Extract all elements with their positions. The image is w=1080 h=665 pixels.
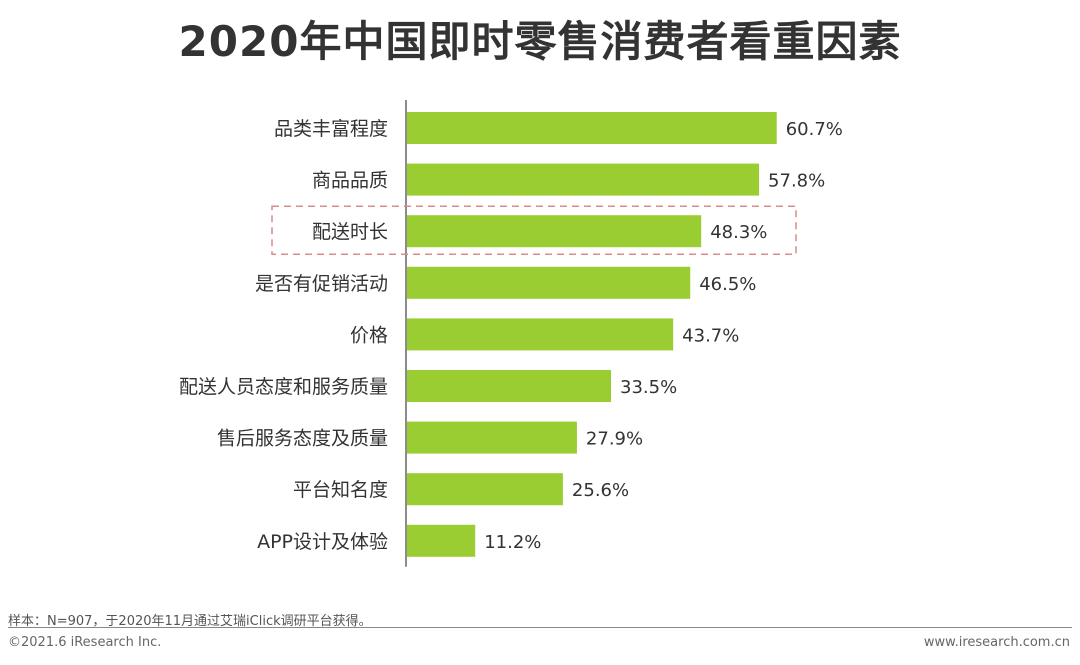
category-label: 平台知名度: [293, 479, 388, 501]
category-label: 价格: [350, 324, 388, 346]
value-label: 48.3%: [710, 222, 767, 243]
value-label: 57.8%: [768, 171, 825, 192]
value-label: 25.6%: [572, 480, 629, 501]
category-label: 是否有促销活动: [255, 273, 388, 295]
category-label: 商品品质: [312, 170, 388, 192]
sample-footnote: 样本：N=907，于2020年11月通过艾瑞iClick调研平台获得。: [8, 614, 372, 629]
value-label: 33.5%: [620, 377, 677, 398]
footer-divider: [8, 627, 1072, 628]
value-label: 43.7%: [682, 325, 739, 346]
value-label: 27.9%: [586, 429, 643, 450]
value-label: 11.2%: [484, 532, 541, 553]
category-label: 品类丰富程度: [274, 118, 388, 140]
bar: [407, 370, 612, 402]
copyright-text: ©2021.6 iResearch Inc.: [8, 635, 162, 650]
bar-chart: 品类丰富程度 60.7% 商品品质 57.8% 配送时长 48.3% 是否有促销活动 46.5…: [179, 100, 843, 567]
value-label: 60.7%: [786, 119, 843, 140]
bar: [407, 163, 760, 196]
bar: [407, 266, 691, 299]
chart-title: 2020年中国即时零售消费者看重因素: [178, 17, 902, 66]
category-label: 售后服务态度及质量: [217, 428, 388, 450]
website-link[interactable]: www.iresearch.com.cn: [923, 635, 1070, 650]
bar: [407, 112, 777, 144]
highlight-box: [271, 205, 797, 255]
bar: [407, 421, 577, 454]
category-label: APP设计及体验: [257, 531, 388, 553]
category-label: 配送人员态度和服务质量: [179, 376, 388, 398]
bar: [407, 473, 563, 506]
bar: [407, 318, 674, 351]
value-label: 46.5%: [699, 274, 756, 295]
bar: [407, 215, 702, 248]
bar: [407, 524, 476, 557]
category-label: 配送时长: [312, 221, 388, 243]
